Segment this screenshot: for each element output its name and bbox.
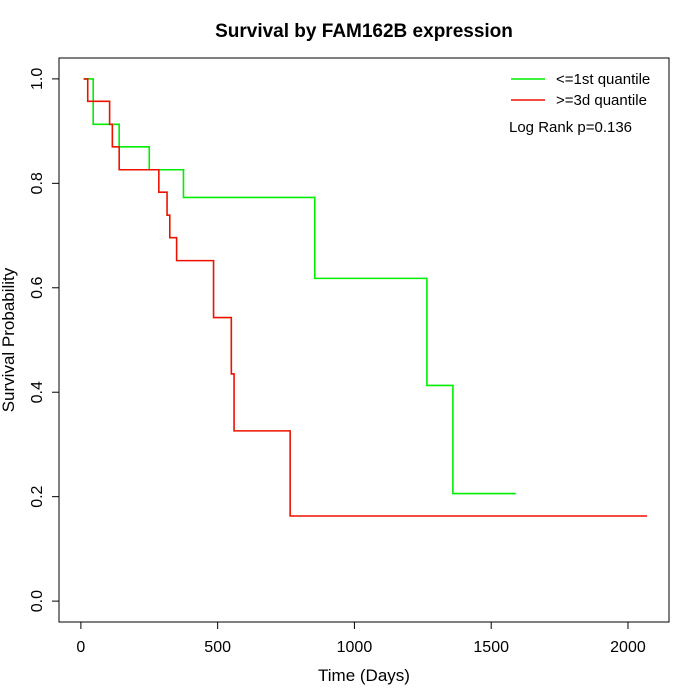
legend: <=1st quantile >=3d quantile <box>511 71 650 109</box>
survival-curve-high-quantile <box>83 78 648 517</box>
y-tick-label: 0.4 <box>29 381 46 403</box>
x-tick-label: 0 <box>76 639 85 656</box>
x-tick-label: 500 <box>204 639 231 656</box>
y-tick-label: 0.8 <box>29 172 46 194</box>
y-tick-label: 0.6 <box>29 277 46 299</box>
x-axis-label: Time (Days) <box>318 666 410 685</box>
y-axis: 0.0 0.2 0.4 0.6 0.8 1.0 <box>29 68 60 612</box>
log-rank-annotation: Log Rank p=0.136 <box>509 119 632 136</box>
y-tick-label: 0.2 <box>29 485 46 507</box>
x-tick-label: 1500 <box>473 639 509 656</box>
survival-curve-low-quantile <box>83 78 516 495</box>
y-axis-label: Survival Probability <box>0 267 18 412</box>
x-axis: 0 500 1000 1500 2000 <box>76 621 646 656</box>
legend-label-low-quantile: <=1st quantile <box>556 71 650 88</box>
y-tick-label: 1.0 <box>29 68 46 90</box>
x-tick-label: 1000 <box>337 639 373 656</box>
legend-label-high-quantile: >=3d quantile <box>556 92 647 109</box>
y-tick-label: 0.0 <box>29 590 46 612</box>
chart-title: Survival by FAM162B expression <box>215 21 513 42</box>
x-tick-label: 2000 <box>610 639 646 656</box>
series-layer <box>83 78 648 517</box>
